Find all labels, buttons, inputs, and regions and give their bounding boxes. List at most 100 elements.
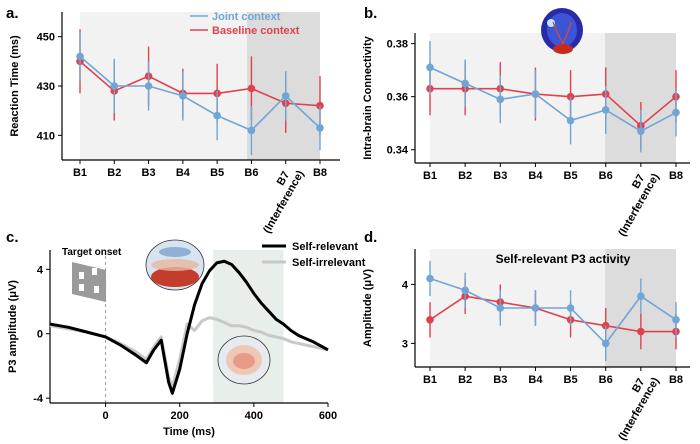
x-tick-label: B3 (493, 170, 507, 182)
y-axis-label: Amplitude (μV) (362, 269, 374, 348)
condition-background (430, 33, 605, 163)
waveform-self-relevant (49, 259, 329, 395)
y-tick-label: 0.36 (387, 92, 408, 104)
data-point (637, 292, 645, 301)
x-tick-label: B6 (599, 170, 613, 182)
panel-label-d: d. (364, 229, 377, 246)
x-tick-label: B2 (458, 170, 472, 182)
x-tick-label: B6 (599, 374, 613, 386)
chart-title: Self-relevant P3 activity (496, 252, 631, 266)
legend-label: Self-irrelevant (292, 257, 366, 269)
x-tick-label: B7(Interference) (606, 369, 662, 442)
data-point (496, 95, 505, 104)
data-point (566, 116, 575, 125)
chart-panel-b: 0.34 0.36 0.38 B1 B2 B3 B4 B5 B6 B7(Interference)… (362, 33, 690, 238)
x-tick-label: B7(Interference) (251, 162, 307, 235)
x-tick-label: B4 (176, 167, 191, 179)
y-tick-label: 430 (37, 81, 55, 93)
data-point (601, 106, 610, 114)
data-point (76, 52, 84, 61)
data-point (531, 90, 540, 98)
x-tick-label: B7(Interference) (606, 165, 662, 238)
x-tick-label: B4 (528, 374, 543, 386)
data-point (426, 316, 434, 324)
data-point (672, 316, 680, 324)
x-tick-label: B1 (73, 167, 87, 179)
y-tick-label: 0 (37, 329, 43, 341)
y-tick-label: 3 (402, 338, 408, 350)
x-tick-label: B8 (669, 374, 683, 386)
data-point (461, 286, 469, 295)
x-tick-label: B6 (244, 167, 258, 179)
data-point (672, 108, 680, 117)
data-point (316, 124, 324, 132)
annotation-target-onset: Target onset (62, 247, 122, 258)
data-point (213, 111, 221, 120)
data-point (316, 101, 324, 110)
scalp-topography-late (217, 335, 271, 385)
panel-label-b: b. (364, 5, 377, 22)
data-point (531, 304, 540, 312)
x-tick-label: B1 (423, 170, 437, 182)
target-onset-stimulus-image (72, 262, 106, 302)
waveform-self-irrelevant (49, 316, 329, 389)
data-point (426, 274, 434, 283)
data-point (637, 327, 645, 336)
panel-label-a: a. (6, 5, 19, 22)
data-point (637, 127, 645, 135)
x-tick-label: B4 (528, 170, 543, 182)
y-axis-label: Intra-brain Connectivity (362, 35, 374, 159)
x-tick-label: 0 (103, 410, 109, 422)
data-point (566, 92, 575, 101)
legend-label: Joint context (212, 11, 281, 23)
data-point (179, 92, 187, 100)
legend-label: Self-relevant (292, 241, 358, 253)
y-tick-label: 4 (37, 264, 44, 276)
data-point (110, 82, 119, 90)
x-tick-label: B8 (669, 170, 683, 182)
x-tick-label: B3 (493, 374, 507, 386)
data-point (496, 304, 505, 312)
x-tick-label: 600 (319, 410, 337, 422)
data-point (247, 84, 256, 93)
data-point (426, 63, 434, 72)
y-tick-label: -4 (33, 393, 44, 405)
series-line-baseline (430, 87, 677, 127)
y-tick-label: 0.34 (387, 145, 409, 157)
y-tick-label: 410 (37, 130, 55, 142)
x-tick-label: 400 (245, 410, 263, 422)
x-tick-label: B1 (423, 374, 437, 386)
y-tick-label: 4 (402, 279, 409, 291)
chart-panel-c: -4 0 4 0 200 400 600 Time (ms) P3 amplitude (μV)… (7, 241, 366, 438)
x-tick-label: B2 (458, 374, 472, 386)
legend-label: Baseline context (212, 25, 300, 37)
x-axis-label: Time (ms) (163, 426, 215, 438)
data-point (566, 304, 575, 312)
data-point (144, 82, 153, 90)
data-point (601, 339, 610, 348)
y-axis-label: P3 amplitude (μV) (7, 280, 19, 373)
scalp-topography-early (145, 239, 205, 291)
x-tick-label: B3 (142, 167, 156, 179)
brain-connectivity-image (541, 8, 583, 54)
data-point (281, 92, 290, 100)
series-line-joint (429, 277, 677, 345)
series-line-baseline (429, 295, 676, 333)
data-point (461, 79, 469, 88)
panel-label-c: c. (6, 229, 19, 246)
x-tick-label: B8 (313, 167, 327, 179)
y-axis-label: Reaction Time (ms) (9, 35, 21, 137)
x-tick-label: B5 (210, 167, 224, 179)
y-tick-label: 0.38 (387, 39, 408, 51)
series-line-joint (79, 55, 321, 132)
y-tick-label: 450 (37, 32, 55, 44)
interference-background (247, 12, 320, 160)
data-point (247, 126, 256, 135)
x-tick-label: B5 (564, 170, 578, 182)
x-tick-label: B5 (564, 374, 578, 386)
series-line-joint (429, 66, 677, 133)
x-tick-label: 200 (171, 410, 189, 422)
x-tick-label: B2 (107, 167, 121, 179)
chart-panel-d: 3 4 B1 B2 B3 B4 B5 B6 B7(Interference) B8 Amplitud… (362, 249, 690, 442)
